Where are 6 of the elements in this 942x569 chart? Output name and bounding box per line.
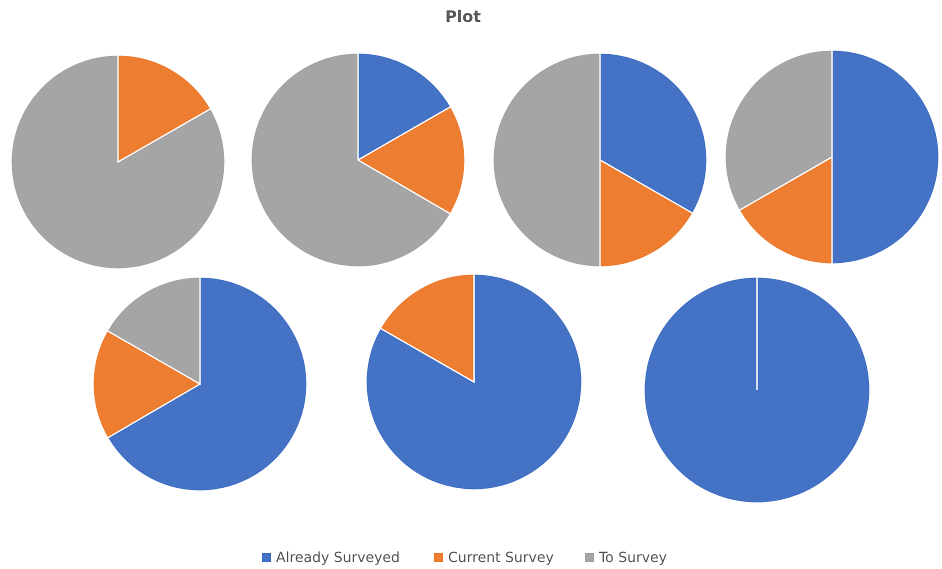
- chart-title: Plot: [445, 7, 482, 26]
- pie-slice: [365, 273, 583, 491]
- pie-slice: [10, 54, 226, 270]
- legend-label: Current Survey: [448, 550, 554, 566]
- legend-label: To Survey: [598, 550, 667, 566]
- legend-label: Already Surveyed: [276, 550, 400, 566]
